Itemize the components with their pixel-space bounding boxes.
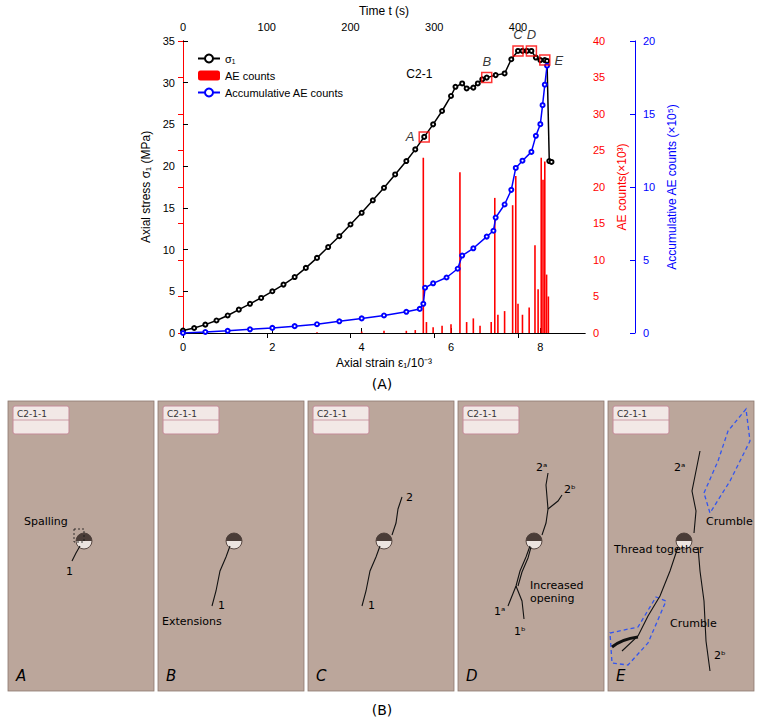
svg-text:5: 5	[169, 285, 175, 297]
svg-text:10: 10	[593, 254, 605, 266]
svg-text:Accumulative AE counts: Accumulative AE counts	[225, 87, 344, 99]
svg-text:AE counts(×10³): AE counts(×10³)	[615, 143, 629, 230]
svg-text:(A): (A)	[372, 376, 393, 392]
svg-text:20: 20	[593, 181, 605, 193]
svg-text:B: B	[482, 54, 491, 69]
svg-text:35: 35	[593, 71, 605, 83]
svg-text:8: 8	[537, 341, 543, 353]
svg-text:0: 0	[180, 341, 186, 353]
svg-text:Crumble: Crumble	[670, 617, 717, 630]
svg-text:B: B	[166, 667, 176, 685]
svg-text:AE counts: AE counts	[225, 70, 276, 82]
svg-text:2: 2	[269, 341, 275, 353]
svg-text:D: D	[527, 27, 536, 42]
svg-text:0: 0	[593, 327, 599, 339]
svg-text:C2-1-1: C2-1-1	[317, 409, 347, 419]
svg-text:1ᵇ: 1ᵇ	[514, 625, 526, 638]
svg-text:C2-1-1: C2-1-1	[167, 409, 197, 419]
svg-text:100: 100	[258, 21, 276, 33]
svg-text:10: 10	[163, 244, 175, 256]
svg-text:C2-1: C2-1	[406, 67, 432, 81]
svg-text:Thread together: Thread together	[613, 543, 704, 556]
svg-text:300: 300	[425, 21, 443, 33]
svg-text:2ᵃ: 2ᵃ	[674, 461, 685, 474]
svg-text:Increased: Increased	[530, 579, 584, 592]
svg-text:C2-1-1: C2-1-1	[467, 409, 497, 419]
svg-text:4: 4	[359, 341, 365, 353]
svg-text:2ᵇ: 2ᵇ	[564, 483, 576, 496]
svg-text:15: 15	[643, 108, 655, 120]
svg-text:A: A	[405, 129, 415, 144]
svg-text:10: 10	[643, 181, 655, 193]
svg-text:opening: opening	[530, 592, 574, 605]
svg-text:40: 40	[593, 35, 605, 47]
svg-text:30: 30	[163, 77, 175, 89]
svg-text:0: 0	[180, 21, 186, 33]
svg-text:15: 15	[593, 217, 605, 229]
svg-text:D: D	[466, 667, 478, 685]
svg-text:15: 15	[163, 202, 175, 214]
svg-text:20: 20	[643, 35, 655, 47]
svg-text:(B): (B)	[372, 702, 393, 718]
svg-text:0: 0	[643, 327, 649, 339]
svg-text:C2-1-1: C2-1-1	[617, 409, 647, 419]
svg-text:Accumulative AE counts (×10⁵): Accumulative AE counts (×10⁵)	[665, 104, 679, 269]
svg-text:30: 30	[593, 108, 605, 120]
svg-text:Axial stress σ₁ (MPa): Axial stress σ₁ (MPa)	[139, 131, 153, 243]
svg-text:C2-1-1: C2-1-1	[17, 409, 47, 419]
svg-text:1ᵃ: 1ᵃ	[494, 605, 505, 618]
svg-text:Extensions: Extensions	[162, 615, 222, 628]
svg-text:1: 1	[218, 599, 225, 612]
svg-text:25: 25	[593, 144, 605, 156]
svg-text:Time t (s): Time t (s)	[359, 4, 409, 18]
svg-text:5: 5	[643, 254, 649, 266]
svg-text:C: C	[316, 667, 327, 685]
svg-text:2: 2	[406, 491, 413, 504]
svg-text:400: 400	[508, 21, 528, 34]
svg-text:5: 5	[593, 290, 599, 302]
svg-text:Crumble: Crumble	[706, 515, 753, 528]
svg-text:E: E	[616, 667, 626, 685]
svg-text:σ₁: σ₁	[225, 53, 236, 65]
svg-text:20: 20	[163, 160, 175, 172]
svg-text:Axial strain ε₁/10⁻³: Axial strain ε₁/10⁻³	[336, 356, 432, 370]
svg-text:2ᵃ: 2ᵃ	[536, 461, 547, 474]
svg-text:6: 6	[448, 341, 454, 353]
svg-text:2ᵇ: 2ᵇ	[714, 649, 726, 662]
svg-text:E: E	[555, 53, 564, 68]
svg-text:C: C	[513, 27, 523, 42]
svg-text:A: A	[15, 667, 26, 685]
svg-text:200: 200	[341, 21, 359, 33]
svg-text:35: 35	[163, 35, 175, 47]
svg-text:0: 0	[169, 327, 175, 339]
svg-text:25: 25	[163, 118, 175, 130]
svg-text:1: 1	[66, 565, 73, 578]
svg-text:1: 1	[368, 599, 375, 612]
svg-text:Spalling: Spalling	[24, 515, 68, 528]
